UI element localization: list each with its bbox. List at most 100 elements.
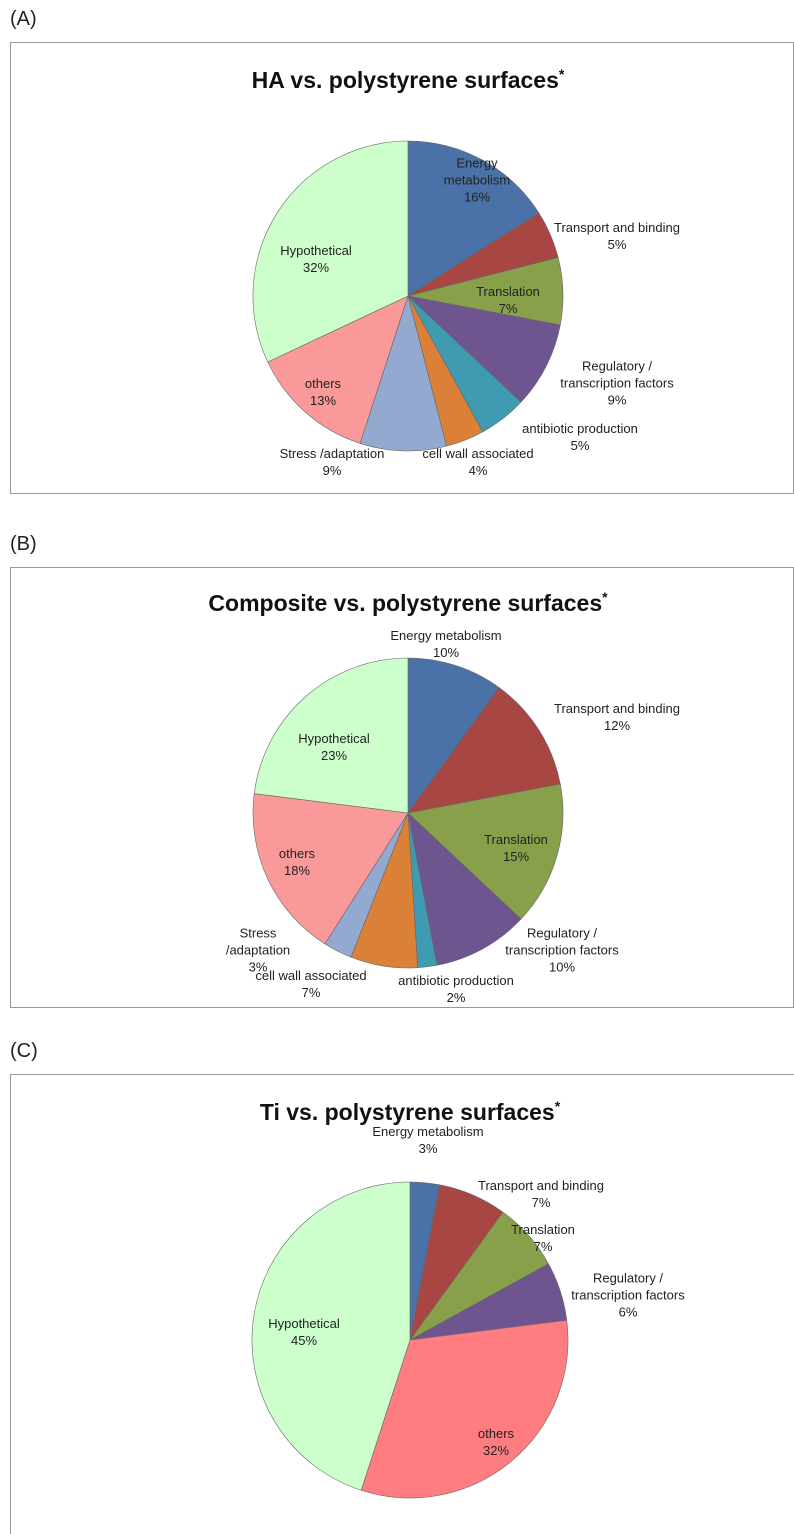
value-label: 3% (248, 959, 268, 975)
value-label: 10% (548, 959, 576, 975)
slice-label: Stress /adaptation 3% (208, 925, 308, 976)
slice-label: Translation 7% (468, 283, 548, 317)
pie-slice (407, 657, 500, 814)
panel-label: (C) (10, 1040, 38, 1062)
value-label: 15% (502, 849, 530, 864)
pie-slice (253, 657, 409, 814)
category-label: Translation (476, 284, 540, 299)
slice-label: Energy metabolism 10% (361, 627, 531, 661)
value-label: 4% (468, 463, 488, 478)
title-mark: * (558, 66, 565, 83)
category-label: others (278, 846, 316, 861)
panel-frame (10, 1074, 794, 1534)
pie-slice (360, 1319, 569, 1499)
pie-slice (407, 783, 564, 920)
slice-label: Translation 15% (466, 831, 566, 865)
chart-title: Composite vs. polystyrene surfaces* (108, 589, 708, 617)
category-label: Energy metabolism (390, 628, 502, 643)
pie-slice (252, 140, 409, 363)
value-label: 45% (290, 1333, 318, 1348)
value-label: 9% (322, 463, 342, 478)
slice-label: Regulatory / transcription factors 10% (492, 925, 632, 976)
panel-label: (A) (10, 8, 37, 30)
title-mark: * (602, 589, 608, 606)
value-label: 7% (498, 301, 518, 316)
category-label: Energy metabolism (443, 155, 511, 188)
category-label: Transport and binding (554, 220, 680, 235)
slice-label: Hypothetical 45% (249, 1315, 359, 1349)
slice-label: others 18% (257, 845, 337, 879)
category-label: others (477, 1426, 515, 1441)
category-label: antibiotic production (398, 973, 514, 988)
pie-slice (407, 295, 561, 403)
chart-title: Ti vs. polystyrene surfaces* (110, 1098, 710, 1126)
slice-label: antibiotic production 5% (495, 420, 665, 454)
title-text: HA vs. polystyrene surfaces (251, 66, 559, 93)
value-label: 5% (570, 438, 590, 453)
slice-label: others 13% (283, 375, 363, 409)
value-label: 7% (301, 985, 321, 1000)
category-label: antibiotic production (522, 421, 638, 436)
value-label: 32% (302, 260, 330, 275)
pie-slice (267, 295, 409, 444)
slice-label: Transport and binding 5% (532, 219, 702, 253)
category-label: Regulatory / transcription factors (560, 358, 674, 391)
chart-title: HA vs. polystyrene surfaces* (108, 66, 708, 94)
category-label: Translation (484, 832, 548, 847)
pie-slice (407, 812, 522, 966)
slice-label: Regulatory / transcription factors 6% (558, 1270, 698, 1321)
slice-label: Energy metabolism 16% (437, 155, 517, 206)
pie-slice (251, 1181, 411, 1491)
value-label: 10% (432, 645, 460, 660)
value-label: 7% (533, 1239, 553, 1254)
title-text: Composite vs. polystyrene surfaces (208, 589, 603, 616)
slice-label: Hypothetical 23% (279, 730, 389, 764)
category-label: Stress /adaptation (279, 446, 385, 461)
category-label: Regulatory / transcription factors (505, 925, 619, 958)
category-label: cell wall associated (422, 446, 534, 461)
category-label: others (304, 376, 342, 391)
category-label: Hypothetical (268, 1316, 340, 1331)
value-label: 2% (446, 990, 466, 1005)
slice-label: cell wall associated 7% (226, 967, 396, 1001)
category-label: Hypothetical (298, 731, 370, 746)
pie-slice (252, 793, 409, 945)
category-label: Stress /adaptation (225, 925, 291, 958)
slice-label: Transport and binding 7% (456, 1177, 626, 1211)
category-label: cell wall associated (255, 968, 367, 983)
value-label: 5% (607, 237, 627, 252)
slice-label: Energy metabolism 3% (343, 1123, 513, 1157)
slice-label: Transport and binding 12% (532, 700, 702, 734)
pie-slice (407, 140, 540, 297)
category-label: Transport and binding (478, 1178, 604, 1193)
slice-label: Hypothetical 32% (261, 242, 371, 276)
value-label: 32% (482, 1443, 510, 1458)
value-label: 16% (463, 189, 491, 205)
slice-label: Translation 7% (493, 1221, 593, 1255)
slice-label: cell wall associated 4% (393, 445, 563, 479)
pie-slice (359, 294, 447, 452)
panel-label: (B) (10, 533, 37, 555)
slice-label: Stress /adaptation 9% (247, 445, 417, 479)
title-text: Ti vs. polystyrene surfaces (259, 1098, 555, 1125)
value-label: 23% (320, 748, 348, 763)
value-label: 12% (603, 718, 631, 733)
category-label: Transport and binding (554, 701, 680, 716)
pie-slice (407, 687, 561, 814)
slice-label: antibiotic production 2% (371, 972, 541, 1006)
category-label: Hypothetical (280, 243, 352, 258)
value-label: 6% (618, 1304, 638, 1320)
title-mark: * (554, 1098, 561, 1115)
value-label: 7% (531, 1195, 551, 1210)
category-label: Regulatory / transcription factors (571, 1270, 685, 1303)
category-label: Translation (511, 1222, 575, 1237)
value-label: 9% (607, 392, 627, 408)
slice-label: others 32% (456, 1425, 536, 1459)
slice-label: Regulatory / transcription factors 9% (547, 358, 687, 409)
value-label: 13% (309, 393, 337, 408)
category-label: Energy metabolism (372, 1124, 484, 1139)
value-label: 18% (283, 863, 311, 878)
value-label: 3% (418, 1141, 438, 1156)
